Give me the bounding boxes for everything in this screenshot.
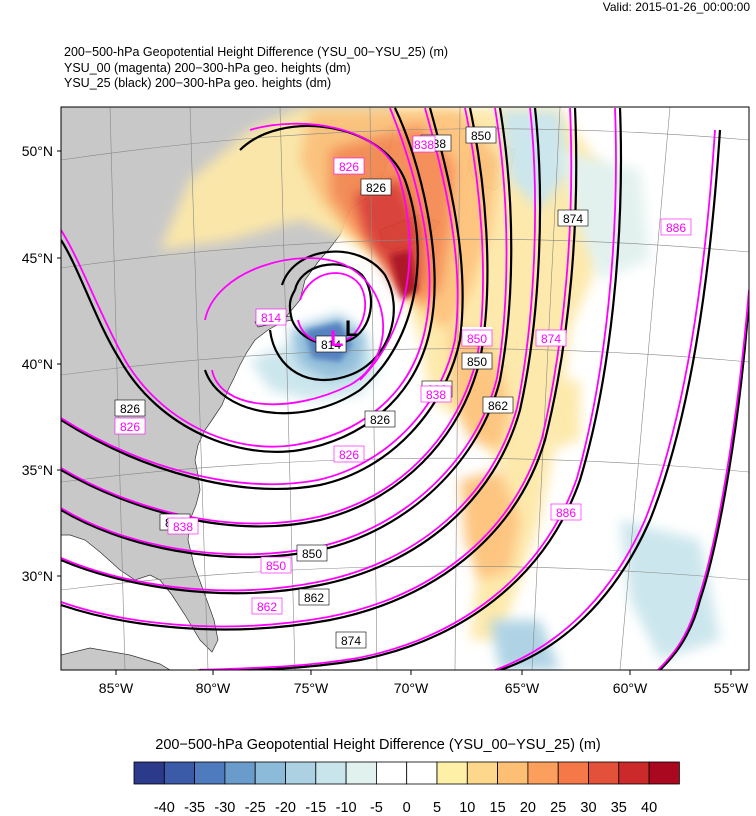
colorbar-box [163,761,196,785]
magenta-label: 838 [426,388,446,402]
black-label: 850 [302,547,322,561]
colorbar-label: 40 [641,800,657,816]
colorbar-label: -20 [275,800,296,816]
magenta-label: 862 [257,600,277,614]
magenta-label: 826 [339,448,359,462]
black-label: 826 [120,402,140,416]
black-label: 814 [321,338,341,352]
colorbar-label: 35 [611,800,627,816]
colorbar-box [557,761,589,785]
colorbar-label: 30 [580,800,596,816]
colorbar-box [406,761,438,785]
colorbar-box [224,761,256,785]
lon-label: 85°W [99,680,134,696]
colorbar-box [618,761,650,785]
magenta-contours [61,107,749,670]
colorbar-box [466,761,498,785]
lon-label: 60°W [613,680,648,696]
colorbar-label: 25 [550,800,566,816]
magenta-label: 850 [467,332,487,346]
colorbar-label: -35 [184,800,205,816]
colorbar-box [133,761,165,785]
lon-labels: 85°W 80°W 75°W 70°W 65°W 60°W 55°W [99,680,749,696]
title-magenta: YSU_00 (magenta) 200−300-hPa geo. height… [64,60,351,75]
lat-labels: 50°N 45°N 40°N 35°N 30°N [22,143,53,584]
colorbar-label: -15 [305,800,326,816]
magenta-labels: 838 826 886 814 850 874 838 826 826 838 [114,135,692,615]
map-frame [60,106,750,671]
black-label: 826 [370,413,390,427]
colorbar-label: -10 [336,800,357,816]
colorbar-box [375,761,408,785]
colorbar-label: 20 [520,800,536,816]
black-labels: 838 850 826 874 850 814 850 838 862 826 [114,126,589,649]
magenta-label: 850 [266,559,286,573]
lat-label: 50°N [22,143,53,159]
contour-labels: 838 850 826 874 850 814 850 838 862 826 [114,126,692,649]
magenta-label: 826 [339,160,359,174]
lat-label: 30°N [22,568,53,584]
lon-label: 65°W [505,680,540,696]
lon-ticks [115,670,732,675]
black-label: 826 [366,181,386,195]
title-difference: 200−500-hPa Geopotential Height Differen… [64,45,449,59]
colorbar-box [527,761,559,785]
black-label: 874 [563,212,583,226]
plot-titles: 200−500-hPa Geopotential Height Differen… [64,45,448,92]
colorbar-label: -25 [245,800,266,816]
colorbar-label: -40 [154,800,175,816]
lat-label: 35°N [22,462,53,478]
colorbar-label: 10 [459,800,475,816]
colorbar-label: 15 [490,800,506,816]
valid-time: Valid: 2015-01-26_00:00:00 [602,0,750,14]
colorbar-box [285,761,317,785]
lon-label: 80°W [196,680,231,696]
colorbar-label: 0 [403,800,411,816]
magenta-label: 838 [173,520,193,534]
colorbar-label: 5 [433,800,441,816]
black-label: 862 [304,591,324,605]
lon-label: 70°W [394,680,429,696]
lat-label: 40°N [22,356,53,372]
map-area: 838 850 826 874 850 814 850 838 862 826 [61,107,749,670]
colorbar-box [254,761,286,785]
colorbar-box [497,761,529,785]
graticule [61,107,749,670]
colorbar-box [648,761,680,785]
colorbar-label: -5 [370,800,383,816]
black-label: 850 [467,355,487,369]
land-cuba [61,647,171,670]
magenta-label: 886 [556,506,576,520]
magenta-label: 874 [541,332,561,346]
lon-label: 75°W [294,680,329,696]
colorbar-box [315,761,347,785]
magenta-label: 814 [261,311,281,325]
magenta-label: 838 [414,138,434,152]
black-label: 862 [488,399,508,413]
colorbar-box [345,761,377,785]
colorbar-box [588,761,620,785]
black-contours [61,107,749,670]
low-symbol-magenta: L [330,326,343,351]
colorbar-box [194,761,226,785]
lon-label: 55°W [714,680,749,696]
black-label: 874 [341,634,361,648]
lat-ticks [57,150,61,577]
black-label: 850 [471,129,491,143]
colorbar-title: 200−500-hPa Geopotential Height Differen… [155,737,601,753]
magenta-label: 826 [120,420,140,434]
title-black: YSU_25 (black) 200−300-hPa geo. heights … [64,76,332,90]
lat-label: 45°N [22,250,53,266]
colorbar-box [436,761,468,785]
colorbar: -40 -35 -30 -25 -20 -15 -10 -5 0 5 10 15 20 25 30 35 40 [133,761,680,816]
colorbar-label: -30 [214,800,235,816]
magenta-label: 886 [666,221,686,235]
low-symbol-black: L [345,316,358,341]
